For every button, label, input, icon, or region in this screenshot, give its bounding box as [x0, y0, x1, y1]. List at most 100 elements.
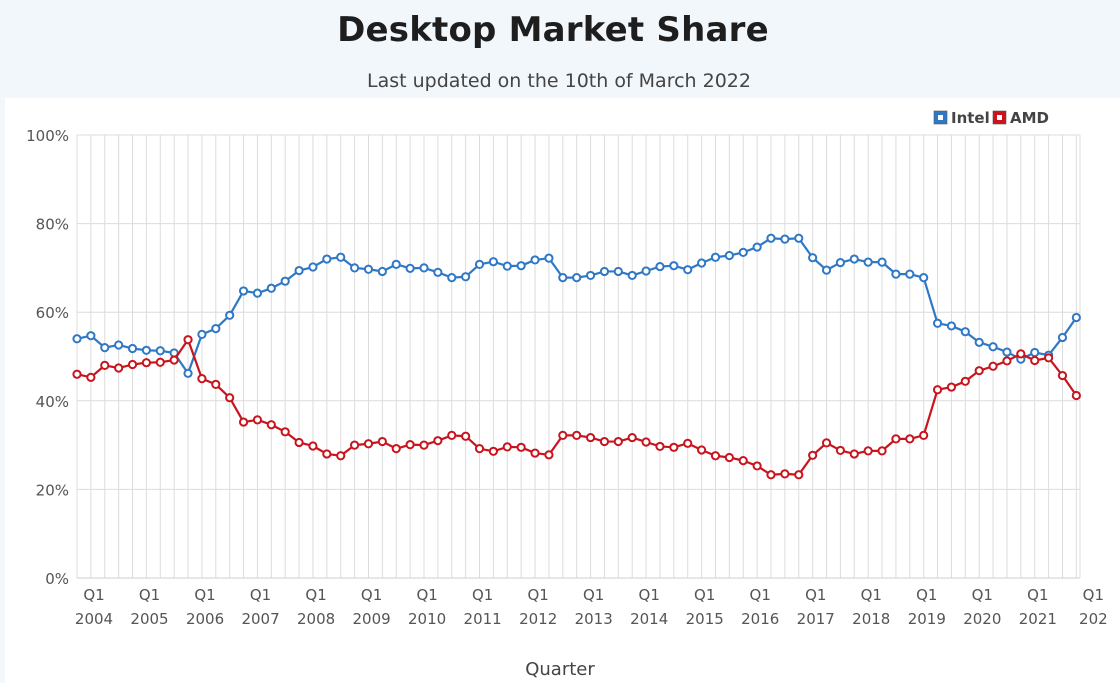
intel-data-point: [294, 265, 304, 276]
amd-data-point: [211, 379, 221, 390]
intel-data-point: [1071, 312, 1081, 323]
amd-data-point: [488, 446, 498, 456]
amd-data-point: [183, 335, 193, 345]
intel-data-point: [697, 258, 707, 268]
amd-data-point: [238, 417, 249, 427]
x-tick-quarter: Q1: [639, 586, 660, 604]
intel-data-point: [780, 234, 790, 244]
intel-data-point: [891, 269, 901, 279]
intel-data-point: [932, 318, 943, 328]
intel-data-point: [641, 266, 651, 276]
amd-data-point: [697, 445, 707, 455]
x-tick-quarter: Q1: [1083, 586, 1104, 604]
intel-data-point: [530, 255, 540, 265]
x-tick-year: 2009: [353, 610, 391, 628]
amd-data-point: [1057, 370, 1068, 381]
intel-data-point: [585, 270, 596, 281]
intel-data-point: [558, 273, 568, 283]
amd-data-point: [1030, 355, 1040, 366]
amd-data-point: [100, 360, 110, 370]
y-tick-label: 40%: [36, 393, 69, 411]
amd-data-point: [766, 470, 776, 480]
intel-data-point: [405, 263, 415, 273]
x-tick-year: 2017: [797, 610, 835, 628]
page-subtitle: Last updated on the 10th of March 2022: [367, 70, 751, 92]
amd-data-point: [835, 445, 846, 456]
intel-data-point: [1002, 347, 1012, 357]
x-tick-quarter: Q1: [972, 586, 993, 604]
x-tick-quarter: Q1: [861, 586, 882, 604]
amd-data-point: [447, 430, 457, 440]
intel-data-point: [599, 266, 610, 277]
x-tick-year: 2018: [852, 610, 890, 628]
intel-data-point: [197, 329, 207, 339]
intel-data-point: [849, 254, 859, 264]
amd-data-point: [294, 437, 304, 448]
amd-data-point: [891, 434, 901, 444]
amd-data-point: [794, 470, 804, 480]
amd-data-point: [821, 438, 832, 448]
amd-data-point: [669, 442, 679, 452]
amd-data-point: [405, 440, 415, 450]
intel-data-point: [127, 343, 138, 354]
intel-data-point: [488, 257, 498, 267]
x-tick-quarter: Q1: [694, 586, 715, 604]
legend-item-amd[interactable]: AMD: [992, 109, 1049, 127]
x-tick-quarter: Q1: [472, 586, 493, 604]
x-tick-quarter: Q1: [139, 586, 160, 604]
legend-swatch-marker: [997, 115, 1002, 120]
intel-data-point: [391, 259, 401, 269]
amd-data-point: [946, 382, 957, 392]
page-title: Desktop Market Share: [337, 10, 769, 50]
amd-data-point: [988, 361, 998, 371]
amd-data-point: [1016, 349, 1026, 359]
legend[interactable]: Intel AMD: [933, 109, 1049, 127]
x-tick-year: 2013: [575, 610, 613, 628]
amd-data-point: [86, 372, 96, 382]
intel-data-point: [1057, 332, 1068, 343]
amd-data-point: [391, 444, 401, 454]
amd-data-point: [197, 374, 207, 384]
x-tick-quarter: Q1: [416, 586, 437, 604]
amd-data-point: [308, 441, 318, 451]
x-tick-year: 2014: [630, 610, 668, 628]
intel-data-point: [835, 257, 846, 268]
vertical-gridlines: [76, 135, 1081, 578]
intel-data-point: [919, 273, 929, 283]
x-tick-quarter: Q1: [805, 586, 826, 604]
intel-data-point: [225, 310, 235, 320]
amd-data-point: [752, 461, 762, 471]
intel-data-point: [1030, 347, 1040, 358]
intel-data-point: [183, 368, 193, 378]
legend-item-intel[interactable]: Intel: [933, 109, 990, 127]
amd-data-point: [336, 451, 346, 461]
amd-data-point: [641, 437, 651, 447]
intel-data-point: [905, 269, 915, 279]
chart-panel: 0% 20% 40% 60% 80% 100% Q1 2004 Q1 2005 Q1 2006 Q1 2…: [5, 98, 1120, 683]
x-tick-year: 2021: [1019, 610, 1057, 628]
amd-data-point: [655, 441, 665, 452]
intel-data-point: [683, 265, 693, 275]
intel-data-point: [794, 233, 804, 243]
x-tick-year: 2020: [963, 610, 1001, 628]
x-tick-quarter: Q1: [1027, 586, 1048, 604]
amd-data-point: [225, 393, 235, 403]
intel-data-point: [724, 250, 734, 261]
amd-data-point: [350, 440, 360, 450]
amd-data-point: [808, 450, 818, 460]
x-tick-quarter: Q1: [83, 586, 104, 604]
amd-data-point: [932, 385, 943, 395]
x-tick-year: 2016: [741, 610, 779, 628]
amd-data-point: [419, 440, 429, 450]
x-tick-quarter: Q1: [916, 586, 937, 604]
amd-data-point: [169, 355, 179, 365]
amd-data-point: [974, 366, 984, 376]
amd-data-point: [558, 430, 568, 440]
amd-data-point: [516, 442, 526, 452]
intel-data-point: [100, 343, 110, 353]
series-layer: [72, 233, 1081, 480]
intel-data-point: [377, 266, 387, 277]
legend-label-amd: AMD: [1010, 109, 1049, 127]
x-tick-quarter: Q1: [305, 586, 326, 604]
intel-data-point: [447, 273, 457, 283]
